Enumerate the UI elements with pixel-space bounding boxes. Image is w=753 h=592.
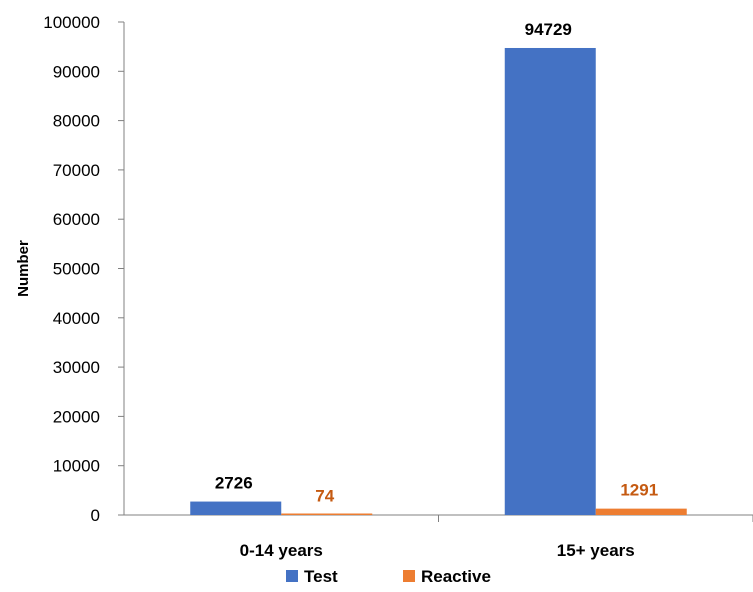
legend-label-test: Test xyxy=(304,567,338,586)
data-label-test: 94729 xyxy=(525,20,572,39)
category-labels-group: 0-14 years 15+ years xyxy=(240,541,635,560)
data-label-reactive: 1291 xyxy=(620,481,658,500)
y-axis-title: Number xyxy=(15,240,32,297)
y-tick-label: 80000 xyxy=(53,112,100,131)
legend: Test Reactive xyxy=(286,567,491,586)
bar-test xyxy=(504,47,596,516)
legend-swatch-reactive xyxy=(403,570,415,582)
y-tick-label: 0 xyxy=(91,506,100,525)
data-label-test: 2726 xyxy=(215,474,253,493)
legend-label-reactive: Reactive xyxy=(421,567,491,586)
y-tick-label: 50000 xyxy=(53,260,100,279)
x-axis-ticks xyxy=(438,515,753,522)
x-category-label: 15+ years xyxy=(557,541,635,560)
y-tick-label: 20000 xyxy=(53,407,100,426)
data-label-reactive: 74 xyxy=(315,487,334,506)
bars-group xyxy=(190,47,687,516)
y-tick-label: 10000 xyxy=(53,457,100,476)
x-category-label: 0-14 years xyxy=(240,541,323,560)
legend-swatch-test xyxy=(286,570,298,582)
data-labels-group: 2726 74 94729 1291 xyxy=(215,20,658,506)
y-tick-label: 60000 xyxy=(53,210,100,229)
y-axis-ticks: 0 10000 20000 30000 40000 50000 60000 70000 8000… xyxy=(43,13,124,525)
y-tick-label: 70000 xyxy=(53,161,100,180)
bar-reactive xyxy=(595,508,687,515)
y-tick-label: 90000 xyxy=(53,62,100,81)
bar-reactive xyxy=(281,513,373,515)
y-tick-label: 30000 xyxy=(53,358,100,377)
bar-test xyxy=(190,501,282,515)
y-tick-label: 100000 xyxy=(43,13,100,32)
y-tick-label: 40000 xyxy=(53,309,100,328)
